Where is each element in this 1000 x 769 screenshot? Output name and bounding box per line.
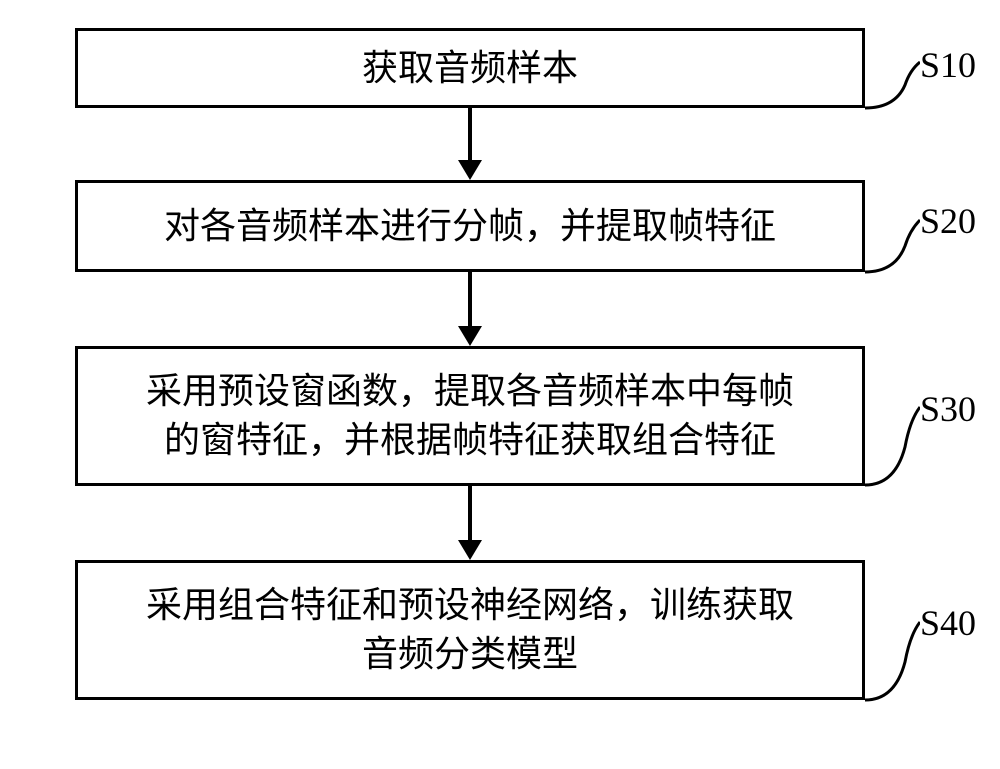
step-text: 对各音频样本进行分帧，并提取帧特征 xyxy=(164,202,776,251)
step-box-s30: 采用预设窗函数，提取各音频样本中每帧 的窗特征，并根据帧特征获取组合特征 xyxy=(75,346,865,486)
step-text: 采用组合特征和预设神经网络，训练获取 音频分类模型 xyxy=(146,581,794,678)
label-connector-s40 xyxy=(865,620,920,702)
label-connector-s30 xyxy=(865,405,920,487)
label-connector-s10 xyxy=(865,60,920,110)
step-label-s10: S10 xyxy=(920,44,976,86)
step-box-s10: 获取音频样本 xyxy=(75,28,865,108)
flowchart-canvas: 获取音频样本 对各音频样本进行分帧，并提取帧特征 采用预设窗函数，提取各音频样本… xyxy=(0,0,1000,769)
step-text: 采用预设窗函数，提取各音频样本中每帧 的窗特征，并根据帧特征获取组合特征 xyxy=(146,367,794,464)
step-box-s20: 对各音频样本进行分帧，并提取帧特征 xyxy=(75,180,865,272)
step-label-s20: S20 xyxy=(920,200,976,242)
step-box-s40: 采用组合特征和预设神经网络，训练获取 音频分类模型 xyxy=(75,560,865,700)
step-text: 获取音频样本 xyxy=(362,44,578,93)
step-label-s40: S40 xyxy=(920,602,976,644)
step-label-s30: S30 xyxy=(920,388,976,430)
label-connector-s20 xyxy=(865,218,920,274)
